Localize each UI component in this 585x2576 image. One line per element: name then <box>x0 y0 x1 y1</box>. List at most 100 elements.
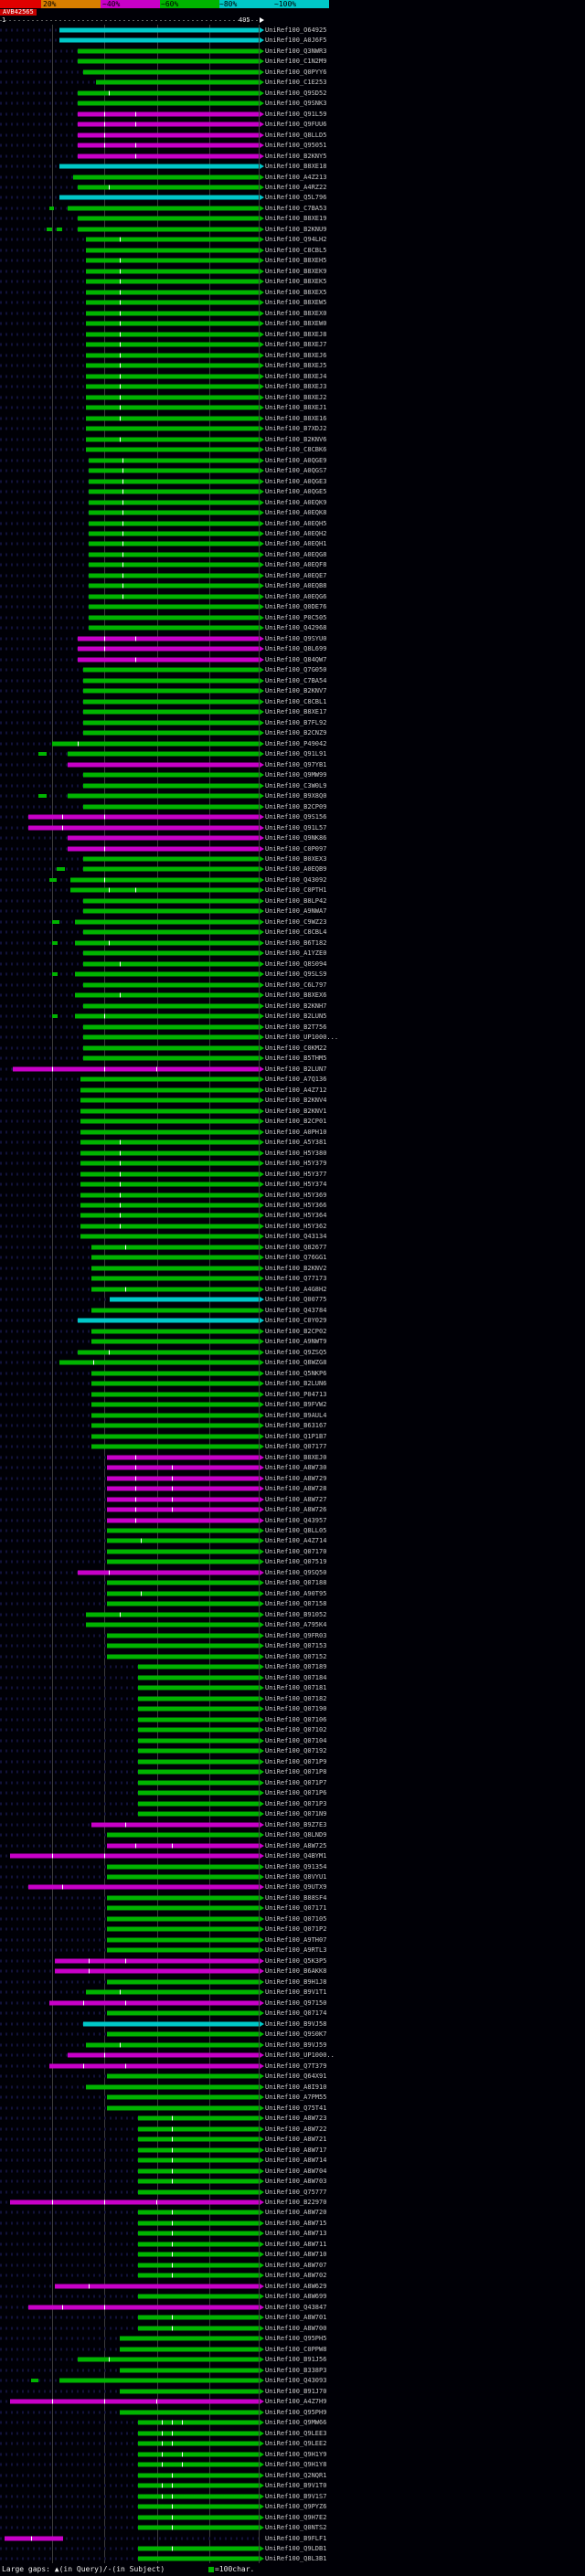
alignment-bar[interactable] <box>80 1108 259 1114</box>
alignment-bar[interactable] <box>137 1748 259 1754</box>
alignment-bar[interactable] <box>82 699 259 705</box>
hit-label[interactable]: UniRef100_B22970 <box>265 2199 327 2206</box>
hit-label[interactable]: UniRef100_B8XEH5 <box>265 257 327 265</box>
hit-label[interactable]: UniRef100_A0EQB8 <box>265 582 327 590</box>
alignment-bar[interactable] <box>78 185 259 190</box>
alignment-bar[interactable] <box>137 1685 259 1691</box>
alignment-bar[interactable] <box>88 552 259 557</box>
alignment-bar[interactable] <box>88 541 259 546</box>
alignment-bar[interactable] <box>106 1654 259 1659</box>
hit-label[interactable]: UniRef100_Q8L3B1 <box>265 2555 327 2563</box>
alignment-bar[interactable] <box>106 1507 259 1512</box>
alignment-bar[interactable] <box>85 269 259 274</box>
alignment-bar[interactable] <box>78 1318 259 1323</box>
alignment-bar[interactable] <box>137 2147 259 2153</box>
hit-label[interactable]: UniRef100_Q5NKP6 <box>265 1369 327 1377</box>
alignment-bar[interactable] <box>137 2420 259 2425</box>
alignment-bar[interactable] <box>137 2115 259 2121</box>
hit-label[interactable]: UniRef100_C0P097 <box>265 844 327 853</box>
hit-label[interactable]: UniRef100_A4Z712 <box>265 1086 327 1094</box>
alignment-bar[interactable] <box>82 929 259 935</box>
alignment-bar[interactable] <box>90 1444 259 1449</box>
alignment-bar[interactable] <box>137 2221 259 2226</box>
hit-label[interactable]: UniRef100_Q07184 <box>265 1673 327 1681</box>
alignment-bar[interactable] <box>137 1811 259 1817</box>
alignment-bar[interactable] <box>82 866 259 872</box>
hit-label[interactable]: UniRef100_A4Z213 <box>265 173 327 181</box>
alignment-bar[interactable] <box>75 919 259 925</box>
hit-label[interactable]: UniRef100_B2KNV4 <box>265 1097 327 1105</box>
hit-label[interactable]: UniRef100_Q07106 <box>265 1715 327 1723</box>
hit-label[interactable]: UniRef100_A8W728 <box>265 1485 327 1493</box>
alignment-bar[interactable] <box>78 657 259 663</box>
hit-label[interactable]: UniRef100_Q07519 <box>265 1558 327 1566</box>
hit-label[interactable]: UniRef100_H5Y377 <box>265 1170 327 1178</box>
alignment-bar[interactable] <box>78 216 259 221</box>
hit-label[interactable]: UniRef100_A8W722 <box>265 2125 327 2133</box>
hit-label[interactable]: UniRef100_C0PTH1 <box>265 886 327 895</box>
alignment-fragment[interactable] <box>51 940 58 945</box>
hit-label[interactable]: UniRef100_A8W714 <box>265 2157 327 2165</box>
hit-label[interactable]: UniRef100_Q91354 <box>265 1862 327 1871</box>
hit-label[interactable]: UniRef100_B8XEW5 <box>265 299 327 307</box>
alignment-bar[interactable] <box>106 1580 259 1585</box>
hit-label[interactable]: UniRef100_Q3NWR3 <box>265 47 327 55</box>
alignment-bar[interactable] <box>69 877 259 883</box>
hit-label[interactable]: UniRef100_B9Z7E3 <box>265 1820 327 1829</box>
hit-label[interactable]: UniRef100_A8W715 <box>265 2219 327 2227</box>
hit-label[interactable]: UniRef100_B2KNY5 <box>265 152 327 160</box>
hit-label[interactable]: UniRef100_B2KNV7 <box>265 687 327 695</box>
hit-label[interactable]: UniRef100_Q8WZG8 <box>265 1359 327 1367</box>
alignment-bar[interactable] <box>106 1465 259 1470</box>
alignment-bar[interactable] <box>137 2157 259 2163</box>
hit-label[interactable]: UniRef100_Q9NK86 <box>265 834 327 843</box>
alignment-bar[interactable] <box>88 604 259 610</box>
alignment-bar[interactable] <box>85 447 259 452</box>
hit-label[interactable]: UniRef100_H5Y364 <box>265 1212 327 1220</box>
alignment-bar[interactable] <box>67 846 259 852</box>
alignment-bar[interactable] <box>137 1759 259 1765</box>
hit-label[interactable]: UniRef100_Q82677 <box>265 1243 327 1251</box>
hit-label[interactable]: UniRef100_A0QGE9 <box>265 456 327 464</box>
alignment-bar[interactable] <box>85 353 259 358</box>
alignment-bar[interactable] <box>88 531 259 536</box>
hit-label[interactable]: UniRef100_C8CBL1 <box>265 697 327 705</box>
hit-label[interactable]: UniRef100_Q07158 <box>265 1600 327 1608</box>
alignment-bar[interactable] <box>85 300 259 305</box>
hit-label[interactable]: UniRef100_B8XEJ2 <box>265 393 327 401</box>
alignment-bar[interactable] <box>5 2536 63 2540</box>
alignment-bar[interactable] <box>82 982 259 988</box>
alignment-bar[interactable] <box>78 48 259 54</box>
alignment-bar[interactable] <box>69 887 259 893</box>
alignment-bar[interactable] <box>106 2105 259 2111</box>
hit-label[interactable]: UniRef100_Q95PH5 <box>265 2335 327 2343</box>
hit-label[interactable]: UniRef100_Q43093 <box>265 2377 327 2385</box>
alignment-bar[interactable] <box>78 111 259 117</box>
alignment-bar[interactable] <box>88 500 259 505</box>
hit-label[interactable]: UniRef100_B91052 <box>265 1610 327 1618</box>
hit-label[interactable]: UniRef100_H5Y369 <box>265 1191 327 1199</box>
alignment-bar[interactable] <box>82 709 259 715</box>
alignment-bar[interactable] <box>80 1129 259 1135</box>
hit-label[interactable]: UniRef100_A8W629 <box>265 2282 327 2290</box>
hit-label[interactable]: UniRef100_A0QGS7 <box>265 467 327 475</box>
hit-label[interactable]: UniRef100_Q43092 <box>265 875 327 884</box>
hit-label[interactable]: UniRef100_B88SF4 <box>265 1893 327 1902</box>
hit-label[interactable]: UniRef100_B2LUN7 <box>265 1065 327 1073</box>
alignment-bar[interactable] <box>82 1024 259 1030</box>
hit-label[interactable]: UniRef100_Q8LND9 <box>265 1831 327 1839</box>
hit-label[interactable]: UniRef100_Q07153 <box>265 1642 327 1650</box>
alignment-bar[interactable] <box>88 458 259 463</box>
alignment-bar[interactable] <box>90 1287 259 1292</box>
hit-label[interactable]: UniRef100_Q9FUU6 <box>265 121 327 129</box>
alignment-bar[interactable] <box>106 1538 259 1543</box>
hit-label[interactable]: UniRef100_B8XEX0 <box>265 309 327 317</box>
hit-label[interactable]: UniRef100_Q07104 <box>265 1736 327 1744</box>
hit-label[interactable]: UniRef100_Q94LH2 <box>265 236 327 244</box>
hit-label[interactable]: UniRef100_Q91L59 <box>265 110 327 118</box>
alignment-bar[interactable] <box>137 2252 259 2257</box>
alignment-bar[interactable] <box>106 1601 259 1606</box>
hit-label[interactable]: UniRef100_Q5K3P5 <box>265 1956 327 1965</box>
alignment-bar[interactable] <box>51 741 259 747</box>
alignment-bar[interactable] <box>137 2494 259 2499</box>
